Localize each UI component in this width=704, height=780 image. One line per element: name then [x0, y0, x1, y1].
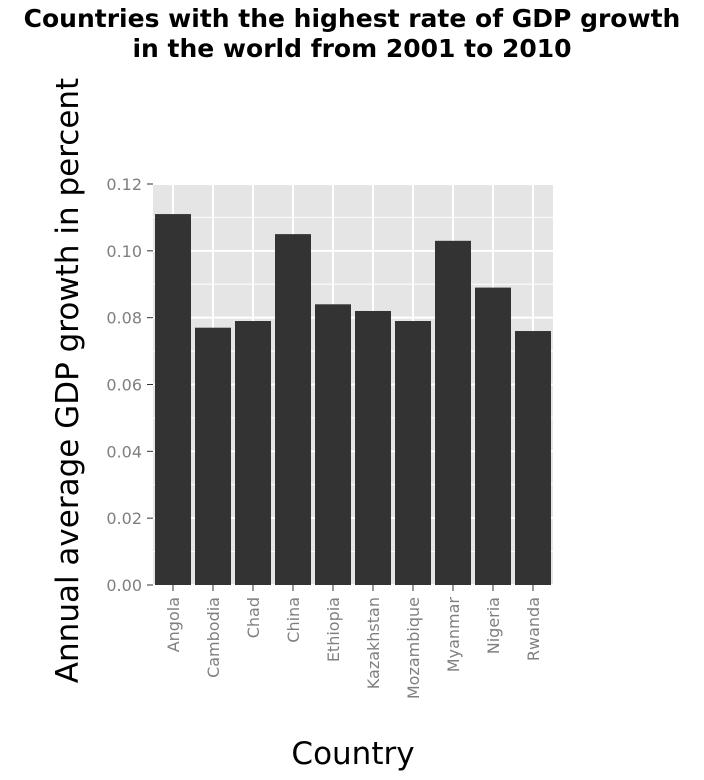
- x-tick-label-china: China: [284, 597, 303, 643]
- bar-rwanda: [515, 331, 551, 585]
- bar-china: [275, 234, 311, 585]
- x-tick-label-kazakhstan: Kazakhstan: [364, 597, 383, 689]
- bar-myanmar: [435, 240, 471, 585]
- chart-title-line-1: Countries with the highest rate of GDP g…: [23, 4, 681, 33]
- y-tick-label: 0.04: [106, 442, 142, 461]
- bar-ethiopia: [315, 304, 351, 585]
- y-tick-label: 0.10: [106, 242, 142, 261]
- y-tick-label: 0.00: [106, 576, 142, 595]
- x-tick-label-nigeria: Nigeria: [484, 597, 503, 654]
- bar-mozambique: [395, 321, 431, 585]
- chart-title-line-2: in the world from 2001 to 2010: [132, 34, 572, 63]
- x-tick-label-rwanda: Rwanda: [524, 597, 543, 661]
- x-tick-label-myanmar: Myanmar: [444, 597, 463, 673]
- bar-nigeria: [475, 287, 511, 585]
- x-axis-title: Country: [291, 736, 414, 772]
- y-tick-label: 0.08: [106, 309, 142, 328]
- bar-angola: [155, 214, 191, 585]
- chart-title: Countries with the highest rate of GDP g…: [0, 4, 704, 64]
- y-axis: 0.00 0.02 0.04 0.06 0.08 0.10 0.12: [106, 175, 153, 595]
- y-axis-title: Annual average GDP growth in percent: [50, 78, 86, 683]
- bar-cambodia: [195, 327, 231, 585]
- y-tick-label: 0.02: [106, 509, 142, 528]
- y-tick-label: 0.06: [106, 376, 142, 395]
- x-tick-label-cambodia: Cambodia: [204, 597, 223, 678]
- x-tick-label-mozambique: Mozambique: [404, 597, 423, 699]
- bar-chad: [235, 321, 271, 585]
- bars: [155, 214, 551, 585]
- x-tick-label-angola: Angola: [164, 597, 183, 652]
- x-tick-label-ethiopia: Ethiopia: [324, 597, 343, 662]
- y-tick-label: 0.12: [106, 175, 142, 194]
- x-tick-label-chad: Chad: [244, 597, 263, 638]
- bar-kazakhstan: [355, 310, 391, 585]
- x-axis: Angola Cambodia Chad China Ethiopia Kazakhsta…: [164, 585, 543, 699]
